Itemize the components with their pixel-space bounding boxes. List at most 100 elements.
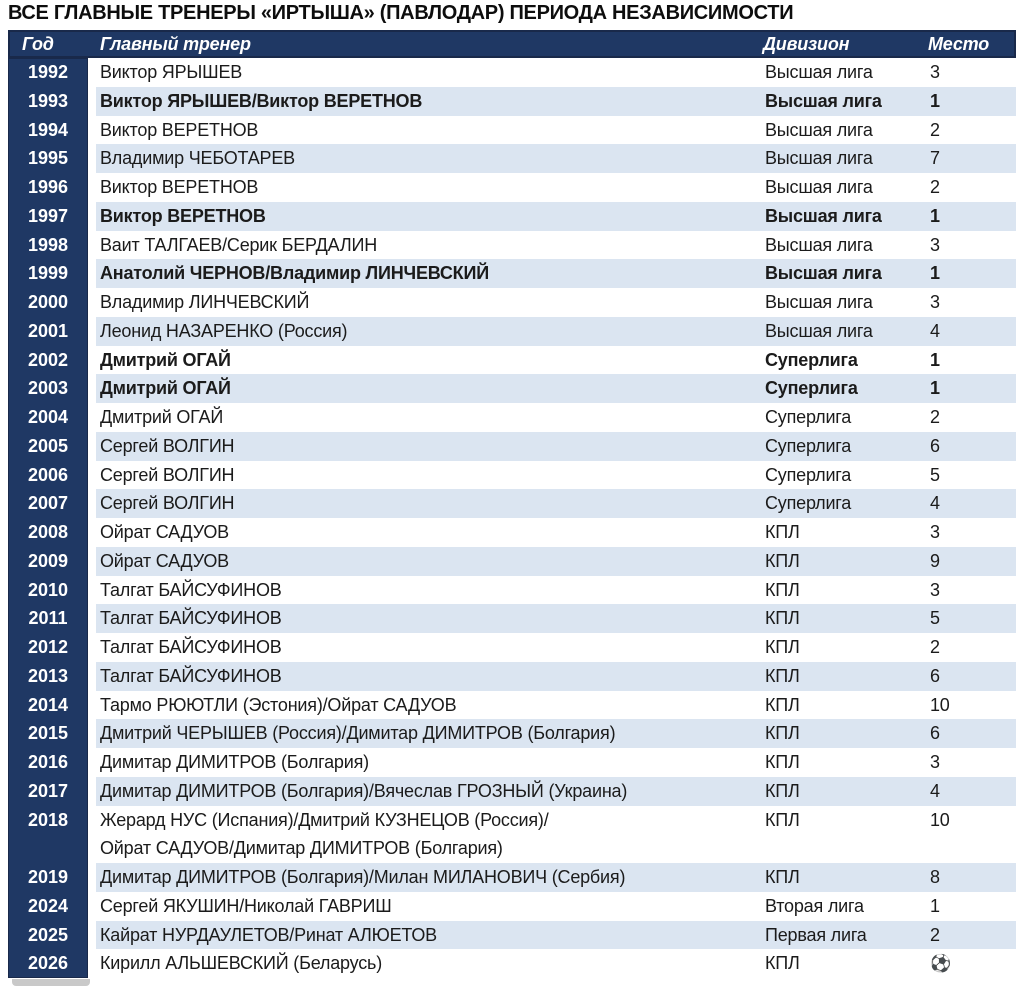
column-gap [88,891,96,921]
place-cell: 6 [930,431,1016,461]
table-row-2000: 2000 Владимир ЛИНЧЕВСКИЙ Высшая лига 3 [8,288,1016,317]
year-cell: 2025 [27,924,69,945]
year-cell: 2024 [27,895,69,916]
year-cell: 2002 [27,349,69,370]
year-cell: 2011 [28,608,68,629]
coach-cell: Димитар ДИМИТРОВ (Болгария)/Вячеслав ГРО… [96,776,765,806]
table-row-2001: 2001 Леонид НАЗАРЕНКО (Россия) Высшая лига… [8,316,1016,346]
division-cell: Высшая лига [765,230,930,260]
coach-name: Сергей ЯКУШИН/Николай ГАВРИШ [100,895,392,916]
column-gap [88,661,96,691]
coach-cell: Дмитрий ОГАЙ [96,403,765,432]
division-cell: Высшая лига [765,86,930,116]
division-cell: КПЛ [765,546,930,576]
year-cell: 2010 [27,579,69,600]
coach-name: Дмитрий ОГАЙ [100,407,224,427]
table-row-2018: 2018 Жерард НУС (Испания)/Дмитрий КУЗНЕЦО… [8,805,1016,863]
coach-cell: Димитар ДИМИТРОВ (Болгария)/Милан МИЛАНО… [96,863,765,892]
table-row-2007: 2007 Сергей ВОЛГИН Суперлига 4 [8,489,1016,518]
coach-name: Сергей ВОЛГИН [100,435,235,456]
coach-cell: Кирилл АЛЬШЕВСКИЙ (Беларусь) [96,949,765,978]
division-cell: Суперлига [765,489,930,518]
division-cell: КПЛ [765,748,930,777]
coach-name: Виктор ЯРЫШЕВ [100,62,243,82]
coach-cell: Виктор ВЕРЕТНОВ [96,201,765,231]
year-cell: 2003 [27,378,69,399]
place-cell: 2 [930,633,1016,662]
division-cell: КПЛ [765,719,930,748]
division-cell: КПЛ [765,575,930,605]
coach-name: Дмитрий ОГАЙ [100,349,231,370]
place-cell: 5 [930,460,1016,490]
column-gap [88,144,96,173]
place-cell: 1 [930,891,1016,921]
division-cell: Суперлига [765,374,930,403]
column-gap [88,518,96,547]
division-cell: Суперлига [765,403,930,432]
coach-cell: Талгат БАЙСУФИНОВ [96,661,765,691]
column-gap [88,863,96,892]
coach-name: Димитар ДИМИТРОВ (Болгария)/Вячеслав ГРО… [100,780,628,801]
coach-name: Сергей ВОЛГИН [100,493,235,514]
place-cell: 1 [930,86,1016,116]
year-cell: 1995 [27,148,69,169]
division-cell: Суперлига [765,431,930,461]
coach-cell: Тармо РЮЮТЛИ (Эстония)/Ойрат САДУОВ [96,690,765,720]
column-gap [88,719,96,748]
year-cell: 2016 [27,752,69,772]
year-cell: 2012 [27,637,69,657]
year-cell: 2014 [27,694,69,715]
place-cell: 10 [930,690,1016,720]
place-cell: 7 [930,144,1016,173]
year-cell: 1999 [27,263,69,284]
table-header-row: Год Главный тренер Дивизион Место [8,30,1016,58]
column-gap [88,460,96,490]
coach-cell: Леонид НАЗАРЕНКО (Россия) [96,316,765,346]
coach-cell: Сергей ВОЛГИН [96,460,765,490]
coach-name: Сергей ВОЛГИН [100,464,235,485]
soccer-ball-icon: ⚽ [930,954,951,974]
year-cell: 2007 [27,493,69,514]
column-gap [88,633,96,662]
column-gap [88,748,96,777]
year-cell: 2008 [27,522,69,542]
place-cell: 1 [930,345,1016,375]
table-row-2005: 2005 Сергей ВОЛГИН Суперлига 6 [8,431,1016,461]
coach-name: Дмитрий ОГАЙ [100,378,231,399]
coach-name: Владимир ЛИНЧЕВСКИЙ [100,292,310,312]
division-cell: КПЛ [765,604,930,633]
coach-name: Талгат БАЙСУФИНОВ [100,579,282,600]
coach-name: Ойрат САДУОВ/Димитар ДИМИТРОВ (Болгария) [100,838,503,859]
place-cell: 4 [930,776,1016,806]
division-cell: Высшая лига [765,316,930,346]
coach-cell: Талгат БАЙСУФИНОВ [96,604,765,633]
table-row-2008: 2008 Ойрат САДУОВ КПЛ 3 [8,518,1016,547]
column-gap [88,805,96,863]
table-row-1997: 1997 Виктор ВЕРЕТНОВ Высшая лига 1 [8,201,1016,231]
column-gap [88,690,96,720]
place-cell: 9 [930,546,1016,576]
table-row-2006: 2006 Сергей ВОЛГИН Суперлига 5 [8,460,1016,490]
coaches-table: Год Главный тренер Дивизион Место 1992 Ви… [8,30,1016,978]
table-row-2009: 2009 Ойрат САДУОВ КПЛ 9 [8,546,1016,576]
coach-cell: Виктор ЯРЫШЕВ/Виктор ВЕРЕТНОВ [96,86,765,116]
table-row-2010: 2010 Талгат БАЙСУФИНОВ КПЛ 3 [8,575,1016,605]
column-gap [88,259,96,288]
division-cell: Высшая лига [765,288,930,317]
column-gap [88,173,96,202]
column-header-coach: Главный тренер [100,33,251,54]
coach-cell: Дмитрий ОГАЙ [96,374,765,403]
table-row-1993: 1993 Виктор ЯРЫШЕВ/Виктор ВЕРЕТНОВ Высшая … [8,86,1016,116]
place-cell: 3 [930,518,1016,547]
division-cell: Высшая лига [765,58,930,87]
coach-name: Виктор ВЕРЕТНОВ [100,119,259,140]
column-gap [88,86,96,116]
coach-cell: Виктор ВЕРЕТНОВ [96,115,765,145]
coach-cell: Талгат БАЙСУФИНОВ [96,575,765,605]
place-cell: 2 [930,920,1016,950]
table-row-2017: 2017 Димитар ДИМИТРОВ (Болгария)/Вячеслав… [8,776,1016,806]
place-cell: 6 [930,719,1016,748]
column-gap [88,604,96,633]
page-title: ВСЕ ГЛАВНЫЕ ТРЕНЕРЫ «ИРТЫША» (ПАВЛОДАР) … [8,2,794,24]
column-gap [88,288,96,317]
